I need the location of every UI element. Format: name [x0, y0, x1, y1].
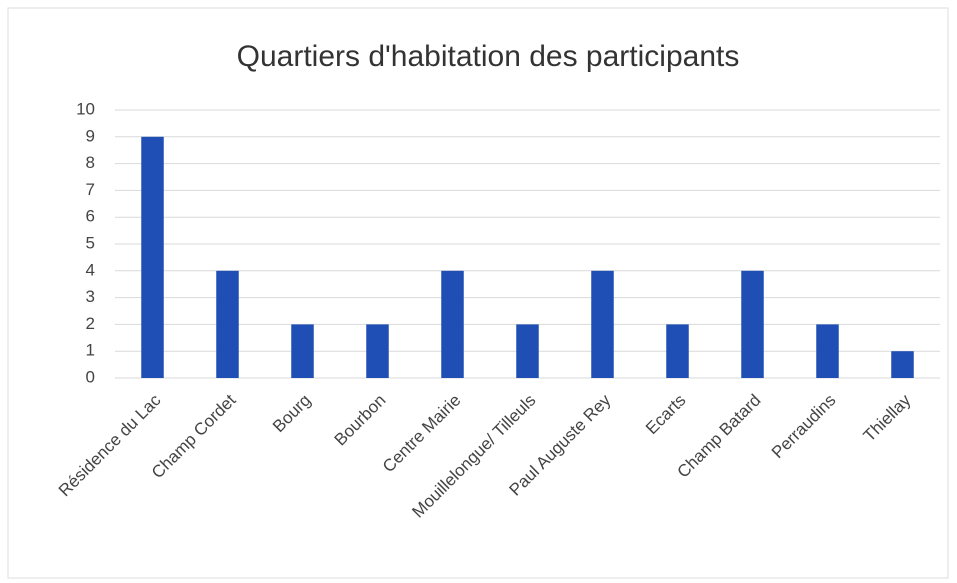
bar [591, 270, 614, 378]
y-tick-label: 6 [86, 207, 95, 226]
y-tick-label: 1 [86, 341, 95, 360]
bar [741, 270, 764, 378]
bar [291, 324, 314, 378]
y-tick-label: 8 [86, 153, 95, 172]
bar [516, 324, 539, 378]
chart-title: Quartiers d'habitation des participants [237, 40, 740, 73]
bar [216, 270, 239, 378]
bar [816, 324, 839, 378]
chart-border [7, 7, 949, 579]
y-tick-label: 0 [86, 367, 95, 386]
y-tick-label: 2 [86, 314, 95, 333]
bar [441, 270, 464, 378]
y-tick-label: 4 [86, 260, 95, 279]
y-tick-label: 5 [86, 233, 95, 252]
bar [666, 324, 689, 378]
y-tick-label: 3 [86, 287, 95, 306]
y-tick-label: 7 [86, 180, 95, 199]
y-tick-label: 10 [76, 99, 95, 118]
bar [366, 324, 389, 378]
bar [141, 136, 164, 378]
bar [891, 351, 914, 378]
y-tick-label: 9 [86, 126, 95, 145]
